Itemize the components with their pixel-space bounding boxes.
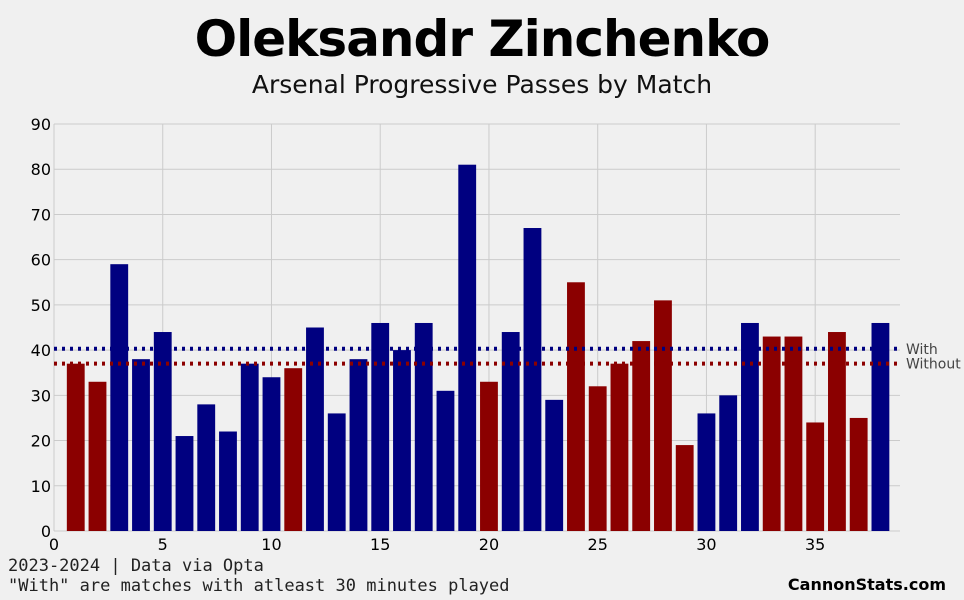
x-tick-label: 5 [158, 535, 168, 554]
bar-match-4 [132, 359, 150, 531]
bar-match-6 [175, 436, 194, 531]
bar-match-12 [306, 327, 324, 531]
y-tick-label: 20 [31, 432, 51, 451]
y-tick-label: 40 [31, 341, 51, 360]
bar-match-10 [262, 377, 281, 531]
bar-match-5 [153, 332, 172, 531]
footer-season-source: 2023-2024 | Data via Opta [8, 556, 264, 576]
bar-match-14 [349, 359, 368, 531]
bar-match-16 [393, 350, 411, 531]
x-tick-label: 30 [696, 535, 716, 554]
bars-layer [66, 164, 890, 531]
bar-match-29 [675, 445, 694, 531]
bar-match-20 [480, 381, 498, 531]
bar-match-27 [632, 341, 651, 531]
bar-match-8 [219, 431, 237, 531]
bar-match-9 [240, 363, 259, 531]
x-tick-label: 35 [805, 535, 825, 554]
bar-match-7 [197, 404, 216, 531]
reference-label-with: With [906, 342, 938, 358]
y-tick-label: 60 [31, 251, 51, 270]
x-tick-label: 15 [370, 535, 390, 554]
ticks-layer: 0 10 20 30 40 50 60 70 80 90 0 5 10 15 20 25 30 35 [31, 115, 826, 554]
y-tick-label: 10 [31, 477, 51, 496]
bar-match-36 [828, 332, 846, 531]
bar-match-30 [697, 413, 716, 531]
bar-match-13 [327, 413, 346, 531]
bar-match-34 [784, 336, 803, 531]
y-tick-label: 90 [31, 115, 51, 134]
y-tick-label: 50 [31, 296, 51, 315]
x-tick-label: 25 [588, 535, 608, 554]
bar-match-18 [436, 390, 455, 531]
bar-match-28 [654, 300, 672, 531]
bar-match-21 [501, 332, 520, 531]
chart-title: Oleksandr Zinchenko [194, 10, 771, 68]
chart-subtitle: Arsenal Progressive Passes by Match [251, 70, 713, 99]
bar-match-25 [588, 386, 607, 531]
y-tick-label: 0 [41, 522, 51, 541]
bar-match-2 [88, 381, 107, 531]
bar-match-26 [610, 363, 629, 531]
y-tick-label: 80 [31, 160, 51, 179]
brand-label: CannonStats.com [787, 575, 946, 594]
x-tick-label: 10 [261, 535, 281, 554]
bar-match-11 [284, 368, 303, 531]
bar-match-33 [762, 336, 781, 531]
bar-match-22 [523, 228, 542, 531]
y-tick-label: 30 [31, 386, 51, 405]
bar-match-3 [110, 264, 129, 531]
bar-match-24 [567, 282, 585, 531]
bar-match-19 [458, 164, 477, 531]
bar-match-38 [871, 322, 890, 531]
reference-label-without: Without [906, 357, 961, 373]
x-tick-label: 20 [479, 535, 499, 554]
bar-match-35 [806, 422, 825, 531]
bar-match-32 [741, 322, 759, 531]
bar-match-15 [371, 322, 390, 531]
bar-match-37 [849, 417, 868, 531]
y-tick-label: 70 [31, 205, 51, 224]
bar-match-23 [545, 399, 564, 531]
bar-match-17 [414, 322, 433, 531]
x-tick-label: 0 [49, 535, 59, 554]
bar-match-31 [719, 395, 738, 531]
footer-note: "With" are matches with atleast 30 minut… [8, 576, 510, 596]
bar-match-1 [66, 363, 85, 531]
